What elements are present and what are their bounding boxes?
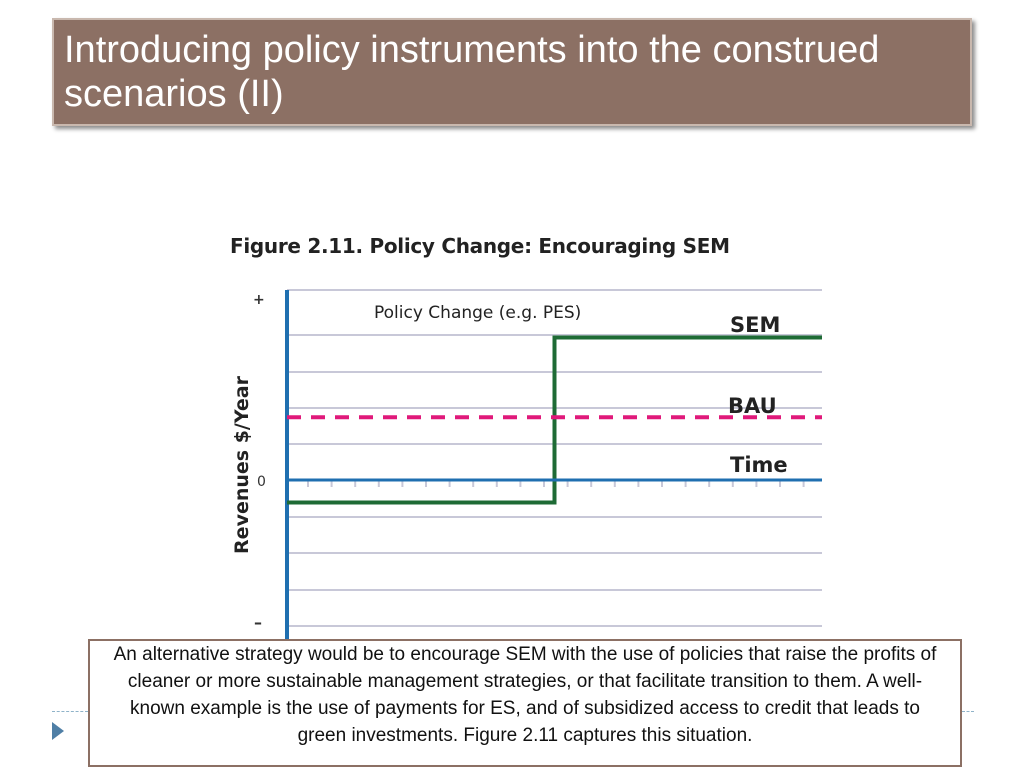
policy-change-annotation: Policy Change (e.g. PES): [374, 303, 581, 323]
caption-box: An alternative strategy would be to enco…: [88, 639, 962, 767]
chart-title: Figure 2.11. Policy Change: Encouraging …: [230, 234, 730, 258]
series-sem-line: [287, 335, 822, 505]
y-tick-bottom: –: [254, 613, 262, 632]
slide-divider-right: [962, 711, 974, 712]
slide-title: Introducing policy instruments into the …: [64, 29, 880, 115]
series-label-sem: SEM: [730, 313, 780, 337]
y-tick-zero: 0: [257, 474, 266, 490]
series-label-time: Time: [730, 453, 788, 477]
caption-text: An alternative strategy would be to enco…: [113, 644, 937, 746]
slide-title-box: Introducing policy instruments into the …: [52, 18, 972, 126]
y-tick-top: +: [253, 292, 265, 308]
y-axis-label: Revenues $/Year: [231, 375, 253, 554]
bullet-arrow-icon: [52, 722, 64, 740]
chart-series: [287, 335, 822, 505]
series-labels: SEM BAU Time: [728, 313, 788, 477]
slide-divider-left: [52, 711, 88, 712]
series-label-bau: BAU: [728, 394, 777, 418]
